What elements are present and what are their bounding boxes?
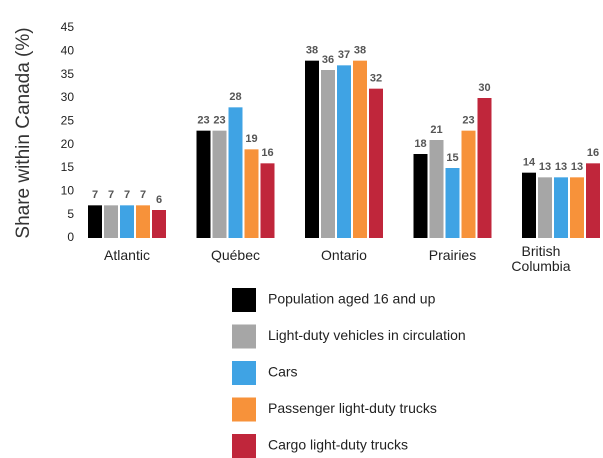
data-label: 7	[124, 189, 130, 201]
y-tick-label: 15	[61, 160, 75, 174]
y-tick-label: 5	[67, 207, 74, 221]
bar	[136, 205, 150, 238]
data-label: 19	[245, 133, 257, 145]
bar	[120, 205, 134, 238]
data-label: 16	[261, 147, 273, 159]
data-label: 30	[478, 82, 490, 94]
y-axis-label: Share within Canada (%)	[13, 27, 34, 238]
x-tick-label: British Columbia	[511, 243, 571, 274]
y-tick-label: 10	[61, 184, 75, 198]
y-tick-label: 30	[61, 90, 75, 104]
y-tick-label: 25	[61, 114, 75, 128]
data-label: 28	[229, 91, 241, 103]
data-label: 13	[571, 161, 583, 173]
bar	[196, 130, 211, 238]
data-label: 13	[539, 161, 551, 173]
bar	[570, 177, 584, 238]
legend-label: Population aged 16 and up	[268, 291, 436, 307]
bar	[260, 163, 275, 238]
data-label: 7	[92, 189, 98, 201]
x-tick-label: Atlantic	[104, 247, 150, 263]
bar	[461, 130, 476, 238]
bar	[88, 205, 102, 238]
y-tick-label: 40	[61, 44, 75, 58]
legend-label: Cargo light-duty trucks	[268, 437, 408, 453]
legend-swatch	[232, 434, 256, 458]
data-label: 37	[338, 49, 350, 61]
y-tick-label: 0	[67, 230, 74, 244]
bar	[104, 205, 118, 238]
data-label: 23	[213, 115, 225, 127]
data-label: 38	[306, 45, 318, 57]
legend-label: Cars	[268, 364, 298, 380]
bar	[305, 60, 319, 238]
bar	[554, 177, 568, 238]
data-label: 18	[414, 138, 426, 150]
y-tick-label: 35	[61, 67, 75, 81]
bar	[429, 140, 444, 238]
data-label: 13	[555, 161, 567, 173]
data-label: 38	[354, 45, 366, 57]
data-label: 23	[197, 115, 209, 127]
legend-swatch	[232, 288, 256, 312]
y-tick-label: 20	[61, 137, 75, 151]
data-label: 36	[322, 54, 334, 66]
x-tick-label: Prairies	[428, 247, 477, 263]
bar	[244, 149, 259, 238]
bar	[522, 172, 536, 238]
x-tick-label: Québec	[210, 247, 261, 263]
data-label: 14	[523, 157, 536, 169]
data-label: 16	[587, 147, 599, 159]
bar	[538, 177, 552, 238]
bar	[228, 107, 243, 238]
legend-label: Light-duty vehicles in circulation	[268, 327, 466, 343]
data-label: 7	[140, 189, 146, 201]
bar	[369, 88, 383, 239]
data-label: 15	[446, 152, 458, 164]
bar	[353, 60, 367, 238]
data-label: 6	[156, 194, 162, 206]
data-label: 7	[108, 189, 114, 201]
bar	[321, 70, 335, 238]
legend-label: Passenger light-duty trucks	[268, 400, 437, 416]
bar	[152, 210, 166, 238]
legend-swatch	[232, 324, 256, 349]
x-tick-label: Ontario	[321, 247, 367, 263]
bar	[477, 98, 492, 238]
bar	[212, 130, 227, 238]
bar	[337, 65, 351, 238]
data-label: 23	[462, 115, 474, 127]
y-tick-label: 45	[61, 20, 75, 34]
bar	[445, 168, 460, 238]
legend-swatch	[232, 361, 256, 385]
data-label: 21	[430, 124, 442, 136]
bar	[413, 154, 428, 238]
data-label: 32	[370, 73, 382, 85]
bar	[586, 163, 600, 238]
legend-swatch	[232, 397, 256, 422]
